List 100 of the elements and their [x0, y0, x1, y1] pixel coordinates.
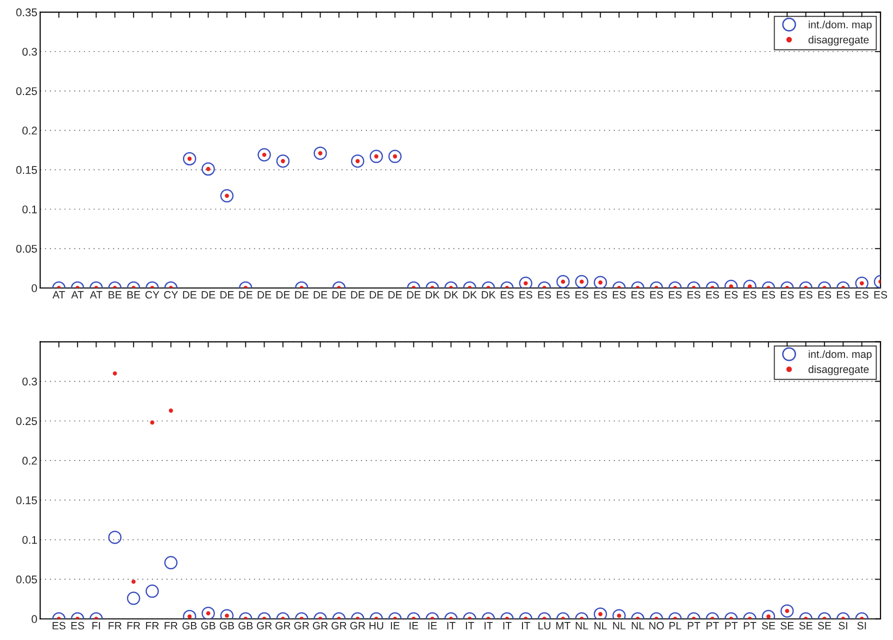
x-tick-label: IE	[390, 622, 400, 630]
x-tick-label: ES	[538, 291, 551, 299]
x-tick-label: IT	[522, 622, 530, 630]
x-tick-label: SI	[857, 622, 866, 630]
x-tick-label: SE	[818, 622, 832, 630]
x-tick-label: ES	[650, 291, 663, 299]
x-tick-label: GB	[238, 622, 253, 630]
x-tick-label: ES	[71, 622, 84, 630]
x-tick-label: ES	[576, 291, 588, 299]
x-tick-label: GB	[201, 622, 216, 630]
x-tick-label: DE	[183, 291, 196, 298]
x-tick-label: PT	[688, 622, 700, 630]
x-tick-label: GB	[220, 622, 234, 630]
x-tick-label: DE	[351, 291, 365, 298]
x-tick-label: ES	[688, 291, 700, 299]
x-tick-label: DE	[314, 291, 328, 298]
x-tick-label: ES	[856, 291, 868, 299]
x-tick-label: ES	[818, 291, 832, 299]
y-tick-label: 0.1	[22, 205, 37, 214]
x-tick-label: NL	[632, 622, 644, 630]
x-tick-label: DK	[463, 291, 477, 298]
legend-label: disaggregate	[808, 36, 869, 46]
x-tick-label: AT	[71, 291, 84, 298]
x-tick-label: BE	[127, 291, 140, 298]
y-tick-label: 0.3	[22, 378, 37, 386]
x-tick-label: FR	[164, 622, 178, 630]
x-tick-label: ES	[780, 291, 794, 299]
x-tick-label: DK	[444, 291, 458, 298]
legend-label: int./dom. map	[808, 20, 872, 30]
x-tick-label: DE	[388, 291, 402, 298]
x-tick-label: SE	[762, 622, 776, 630]
x-tick-label: DE	[332, 291, 346, 298]
x-tick-label: IT	[484, 622, 493, 630]
x-tick-label: ES	[762, 291, 776, 299]
y-tick-label: 0.25	[16, 417, 37, 426]
x-tick-label: ES	[52, 622, 66, 630]
x-tick-label: GR	[256, 622, 272, 630]
x-tick-label: ES	[744, 291, 756, 299]
x-tick-label: GR	[332, 622, 346, 630]
x-tick-label: DE	[258, 291, 272, 298]
x-tick-label: SI	[838, 622, 848, 630]
x-tick-label: NL	[613, 622, 626, 630]
x-tick-label: DE	[407, 291, 421, 298]
x-tick-label: DE	[202, 291, 216, 298]
x-tick-label: NL	[594, 622, 607, 630]
x-tick-label: PT	[725, 622, 738, 630]
x-tick-label: CY	[164, 291, 178, 299]
y-tick-label: 0.2	[22, 456, 37, 465]
y-tick-label: 0.35	[16, 8, 37, 16]
x-tick-label: ES	[668, 291, 682, 299]
x-tick-label: MT	[556, 622, 570, 630]
x-tick-label: DK	[426, 291, 440, 298]
x-tick-label: IT	[466, 622, 474, 630]
x-tick-label: IT	[447, 622, 456, 630]
x-tick-label: FI	[92, 622, 100, 630]
x-tick-label: DE	[370, 291, 384, 298]
x-tick-label: PT	[744, 622, 756, 630]
x-tick-label: DE	[220, 291, 234, 298]
y-tick-label: 0.25	[16, 87, 37, 96]
x-tick-label: PT	[706, 622, 719, 630]
y-tick-label: 0.05	[16, 576, 37, 584]
x-tick-label: ES	[874, 291, 888, 299]
x-tick-label: NL	[576, 622, 588, 630]
x-tick-label: GR	[276, 622, 290, 630]
legend-label: int./dom. map	[808, 350, 872, 360]
x-tick-label: ES	[800, 291, 812, 299]
x-tick-label: FR	[146, 622, 159, 630]
x-tick-label: ES	[556, 291, 570, 299]
x-tick-label: DK	[482, 291, 496, 298]
y-tick-label: 0	[32, 284, 37, 292]
x-tick-label: GR	[312, 622, 328, 630]
x-tick-label: AT	[90, 291, 102, 298]
y-tick-label: 0.05	[16, 244, 37, 253]
x-tick-label: GR	[350, 622, 366, 630]
x-tick-label: AT	[52, 291, 65, 298]
x-tick-label: ES	[520, 291, 532, 299]
x-tick-label: ES	[706, 291, 719, 299]
x-tick-label: GR	[294, 622, 310, 630]
x-tick-label: ES	[836, 291, 850, 299]
y-tick-label: 0.2	[22, 126, 37, 135]
x-tick-label: LU	[538, 622, 550, 630]
y-tick-label: 0.15	[16, 166, 37, 174]
x-tick-label: SE	[780, 622, 794, 630]
x-tick-label: DE	[239, 291, 252, 298]
x-tick-label: PL	[670, 622, 682, 630]
x-tick-label: GB	[182, 622, 197, 630]
x-tick-label: DE	[295, 291, 308, 298]
x-tick-label: HU	[370, 622, 384, 630]
y-tick-label: 0.3	[22, 48, 37, 56]
y-tick-label: 0.1	[22, 536, 37, 544]
x-tick-label: IE	[428, 622, 437, 630]
x-tick-label: ES	[724, 291, 738, 299]
x-tick-label: IE	[410, 622, 418, 630]
x-tick-label: IT	[503, 622, 512, 630]
x-tick-label: BE	[108, 291, 122, 298]
x-tick-label: DE	[276, 291, 290, 298]
x-tick-label: ES	[612, 291, 626, 299]
legend-label: disaggregate	[808, 365, 869, 376]
y-tick-label: 0	[32, 615, 37, 624]
x-tick-label: NO	[649, 622, 664, 630]
